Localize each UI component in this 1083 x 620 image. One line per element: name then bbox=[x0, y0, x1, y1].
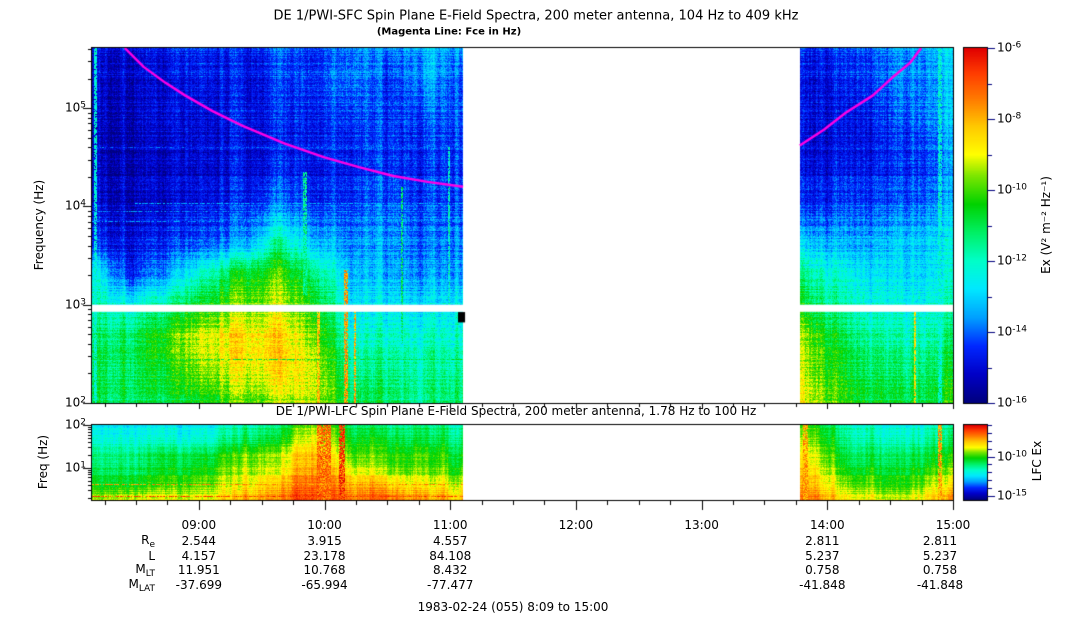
sfc-colorbar-tick-label: 10-14 bbox=[997, 324, 1027, 339]
lfc-colorbar-label: LFC Ex bbox=[1030, 440, 1045, 482]
table-value: 23.178 bbox=[303, 548, 346, 563]
table-row-label: Re bbox=[141, 532, 155, 550]
xtick-label: 12:00 bbox=[558, 518, 594, 533]
table-value: 4.157 bbox=[181, 548, 217, 563]
date-range-footer: 1983-02-24 (055) 8:09 to 15:00 bbox=[417, 600, 609, 615]
table-value: 5.237 bbox=[922, 548, 958, 563]
sfc-ytick-label: 104 bbox=[64, 199, 86, 214]
table-value: -41.848 bbox=[799, 577, 846, 592]
sfc-ytick-label: 102 bbox=[64, 395, 86, 410]
figure-title: DE 1/PWI-SFC Spin Plane E-Field Spectra,… bbox=[273, 8, 799, 24]
xtick-label: 15:00 bbox=[935, 518, 971, 533]
sfc-colorbar-tick-label: 10-12 bbox=[997, 253, 1027, 268]
table-value: 0.758 bbox=[805, 563, 840, 578]
table-value: 2.811 bbox=[922, 534, 958, 549]
lfc-panel-title: DE 1/PWI-LFC Spin Plane E-Field Spectra,… bbox=[275, 404, 757, 419]
lfc-colorbar-tick-label: 10-10 bbox=[997, 449, 1027, 464]
sfc-colorbar-tick-label: 10-8 bbox=[997, 111, 1022, 126]
lfc-ytick-label: 102 bbox=[64, 417, 86, 432]
table-value: -37.699 bbox=[175, 577, 222, 592]
table-value: 0.758 bbox=[922, 563, 958, 578]
sfc-colorbar-label: Ex (V² m⁻² Hz⁻¹) bbox=[1039, 176, 1054, 274]
table-value: 5.237 bbox=[805, 548, 840, 563]
table-row-label: MLAT bbox=[128, 576, 155, 594]
table-value: 4.557 bbox=[433, 534, 468, 549]
lfc-colorbar-tick-label: 10-15 bbox=[997, 488, 1027, 503]
table-value: 3.915 bbox=[307, 534, 342, 549]
table-value: 10.768 bbox=[303, 563, 346, 578]
lfc-y-axis-label: Freq (Hz) bbox=[36, 434, 51, 490]
table-value: -65.994 bbox=[301, 577, 348, 592]
table-value: 11.951 bbox=[177, 563, 220, 578]
sfc-ytick-label: 105 bbox=[64, 100, 86, 115]
xtick-label: 11:00 bbox=[432, 518, 468, 533]
table-value: -41.848 bbox=[916, 577, 964, 592]
table-row-label: L bbox=[148, 548, 155, 563]
table-value: 8.432 bbox=[433, 563, 468, 578]
xtick-label: 09:00 bbox=[181, 518, 217, 533]
xtick-label: 14:00 bbox=[810, 518, 845, 533]
sfc-colorbar-tick-label: 10-6 bbox=[997, 40, 1022, 55]
sfc-ytick-label: 103 bbox=[64, 297, 86, 312]
table-value: 84.108 bbox=[429, 548, 472, 563]
table-value: -77.477 bbox=[427, 577, 474, 592]
xtick-label: 13:00 bbox=[684, 518, 719, 533]
sfc-colorbar-tick-label: 10-16 bbox=[997, 395, 1027, 410]
xtick-label: 10:00 bbox=[307, 518, 342, 533]
sfc-colorbar-tick-label: 10-10 bbox=[997, 182, 1027, 197]
sfc-y-axis-label: Frequency (Hz) bbox=[32, 179, 47, 271]
lfc-ytick-label: 101 bbox=[64, 460, 86, 475]
table-value: 2.811 bbox=[805, 534, 840, 549]
table-value: 2.544 bbox=[181, 534, 217, 549]
figure-subtitle: (Magenta Line: Fce in Hz) bbox=[376, 26, 522, 38]
table-row-label: MLT bbox=[135, 561, 155, 579]
